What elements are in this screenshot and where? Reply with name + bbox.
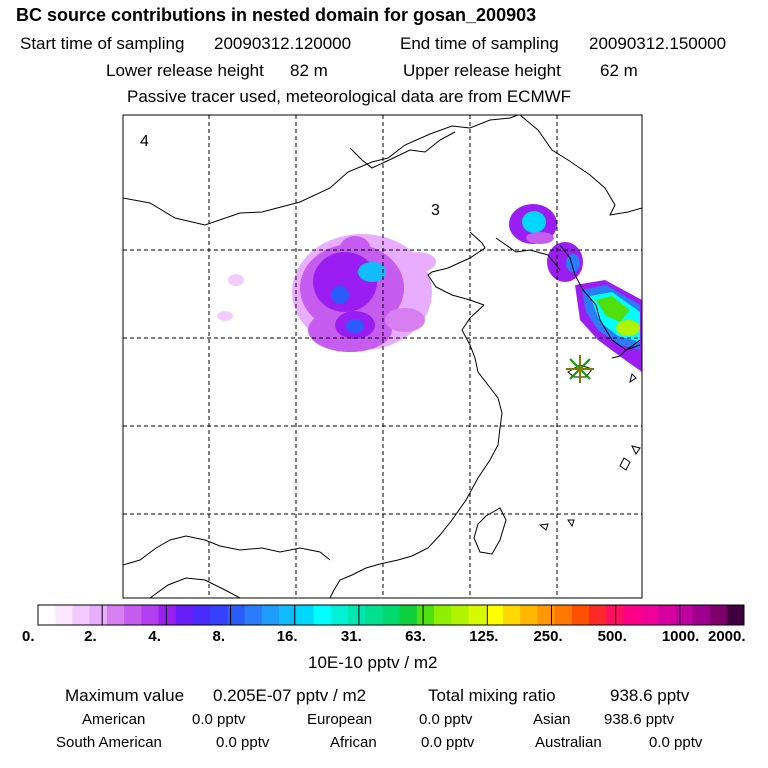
colorbar-swatch	[640, 605, 659, 625]
colorbar-tick-label: 63.	[405, 628, 426, 645]
colorbar-swatch	[175, 605, 194, 625]
colorbar-swatch	[158, 605, 177, 625]
colorbar-swatch	[537, 605, 556, 625]
source-value: 0.0 pptv	[216, 734, 270, 751]
colorbar-swatch	[416, 605, 435, 625]
map-frame	[122, 114, 643, 599]
source-value: 0.0 pptv	[192, 711, 246, 728]
colorbar-swatch	[485, 605, 504, 625]
source-value: 0.0 pptv	[649, 734, 703, 751]
colorbar-swatch	[55, 605, 73, 625]
colorbar-swatch	[106, 605, 125, 625]
lat-lon-grid	[123, 115, 642, 598]
start-time-value: 20090312.120000	[214, 34, 352, 53]
colorbar-swatch	[330, 605, 349, 625]
colorbar-swatch	[554, 605, 573, 625]
total-mixing-label: Total mixing ratio	[428, 686, 556, 705]
coastlines	[123, 115, 642, 598]
end-time-label: End time of sampling	[400, 34, 559, 53]
colorbar-tick-label: 125.	[469, 628, 499, 645]
plume-china	[217, 234, 436, 352]
colorbar-swatch	[675, 605, 693, 625]
start-time-label: Start time of sampling	[20, 34, 185, 53]
colorbar	[37, 604, 745, 626]
colorbar-swatch	[709, 605, 728, 625]
plume-field	[217, 204, 642, 372]
colorbar-tick-label: 16.	[276, 628, 298, 645]
end-time-value: 20090312.150000	[589, 34, 727, 53]
colorbar-swatch	[606, 605, 624, 625]
colorbar-tick-label: 2.	[84, 628, 97, 645]
colorbar-tick-label: 250.	[533, 628, 563, 645]
colorbar-swatch	[520, 605, 538, 625]
colorbar-swatch	[382, 605, 401, 625]
source-label: Australian	[535, 734, 602, 751]
colorbar-swatch	[692, 605, 711, 625]
max-value-label: Maximum value	[65, 686, 185, 705]
source-label: African	[330, 734, 377, 751]
tracer-note: Passive tracer used, meteorological data…	[127, 87, 572, 106]
source-label: European	[307, 711, 373, 728]
colorbar-swatch	[296, 605, 315, 625]
colorbar-tick-label: 500.	[597, 628, 627, 645]
colorbar-swatch	[571, 605, 590, 625]
colorbar-swatch	[623, 605, 642, 625]
source-value: 0.0 pptv	[421, 734, 475, 751]
colorbar-swatch	[657, 605, 676, 625]
colorbar-swatch	[244, 605, 263, 625]
colorbar-swatch	[72, 605, 91, 625]
colorbar-tick-label: 1000.	[661, 628, 700, 645]
colorbar-swatch	[399, 605, 418, 625]
colorbar-swatch	[502, 605, 521, 625]
total-mixing-value: 938.6 pptv	[610, 686, 690, 705]
source-value: 0.0 pptv	[419, 711, 473, 728]
lower-release-label: Lower release height	[106, 61, 264, 80]
colorbar-tick-label: 31.	[340, 628, 362, 645]
colorbar-swatch	[210, 605, 228, 625]
colorbar-swatch	[124, 605, 142, 625]
colorbar-tick-label: 8.	[212, 628, 226, 645]
lower-release-value: 82 m	[290, 61, 328, 80]
colorbar-swatch	[313, 605, 332, 625]
source-value: 938.6 pptv	[604, 711, 675, 728]
colorbar-swatch	[38, 605, 56, 625]
max-value: 0.205E-07 pptv / m2	[213, 686, 367, 705]
source-label: South American	[56, 734, 162, 751]
colorbar-swatch	[468, 605, 487, 625]
colorbar-swatch	[261, 605, 280, 625]
colorbar-swatch	[227, 605, 246, 625]
colorbar-swatch	[141, 605, 160, 625]
plume-korea	[509, 204, 642, 372]
source-label: American	[82, 711, 146, 728]
colorbar-swatch	[192, 605, 211, 625]
region-label-4: 4	[140, 133, 149, 150]
colorbar-swatch	[589, 605, 607, 625]
colorbar-swatch	[726, 605, 745, 625]
colorbar-swatch	[89, 605, 108, 625]
colorbar-ticks	[37, 605, 745, 625]
colorbar-tick-label: 0.	[22, 628, 35, 645]
colorbar-swatch	[347, 605, 366, 625]
colorbar-unit: 10E-10 pptv / m2	[308, 653, 438, 672]
colorbar-tick-label: 4.	[148, 628, 161, 645]
upper-release-value: 62 m	[600, 61, 638, 80]
region-label-3: 3	[431, 202, 440, 219]
colorbar-tick-label: 2000.	[708, 628, 746, 645]
colorbar-swatch	[365, 605, 383, 625]
star-icon	[566, 355, 594, 383]
chart-title: BC source contributions in nested domain…	[16, 5, 537, 25]
colorbar-swatch	[451, 605, 469, 625]
colorbar-swatch	[279, 605, 297, 625]
upper-release-label: Upper release height	[403, 61, 561, 80]
source-label: Asian	[533, 711, 571, 728]
colorbar-swatch	[434, 605, 452, 625]
